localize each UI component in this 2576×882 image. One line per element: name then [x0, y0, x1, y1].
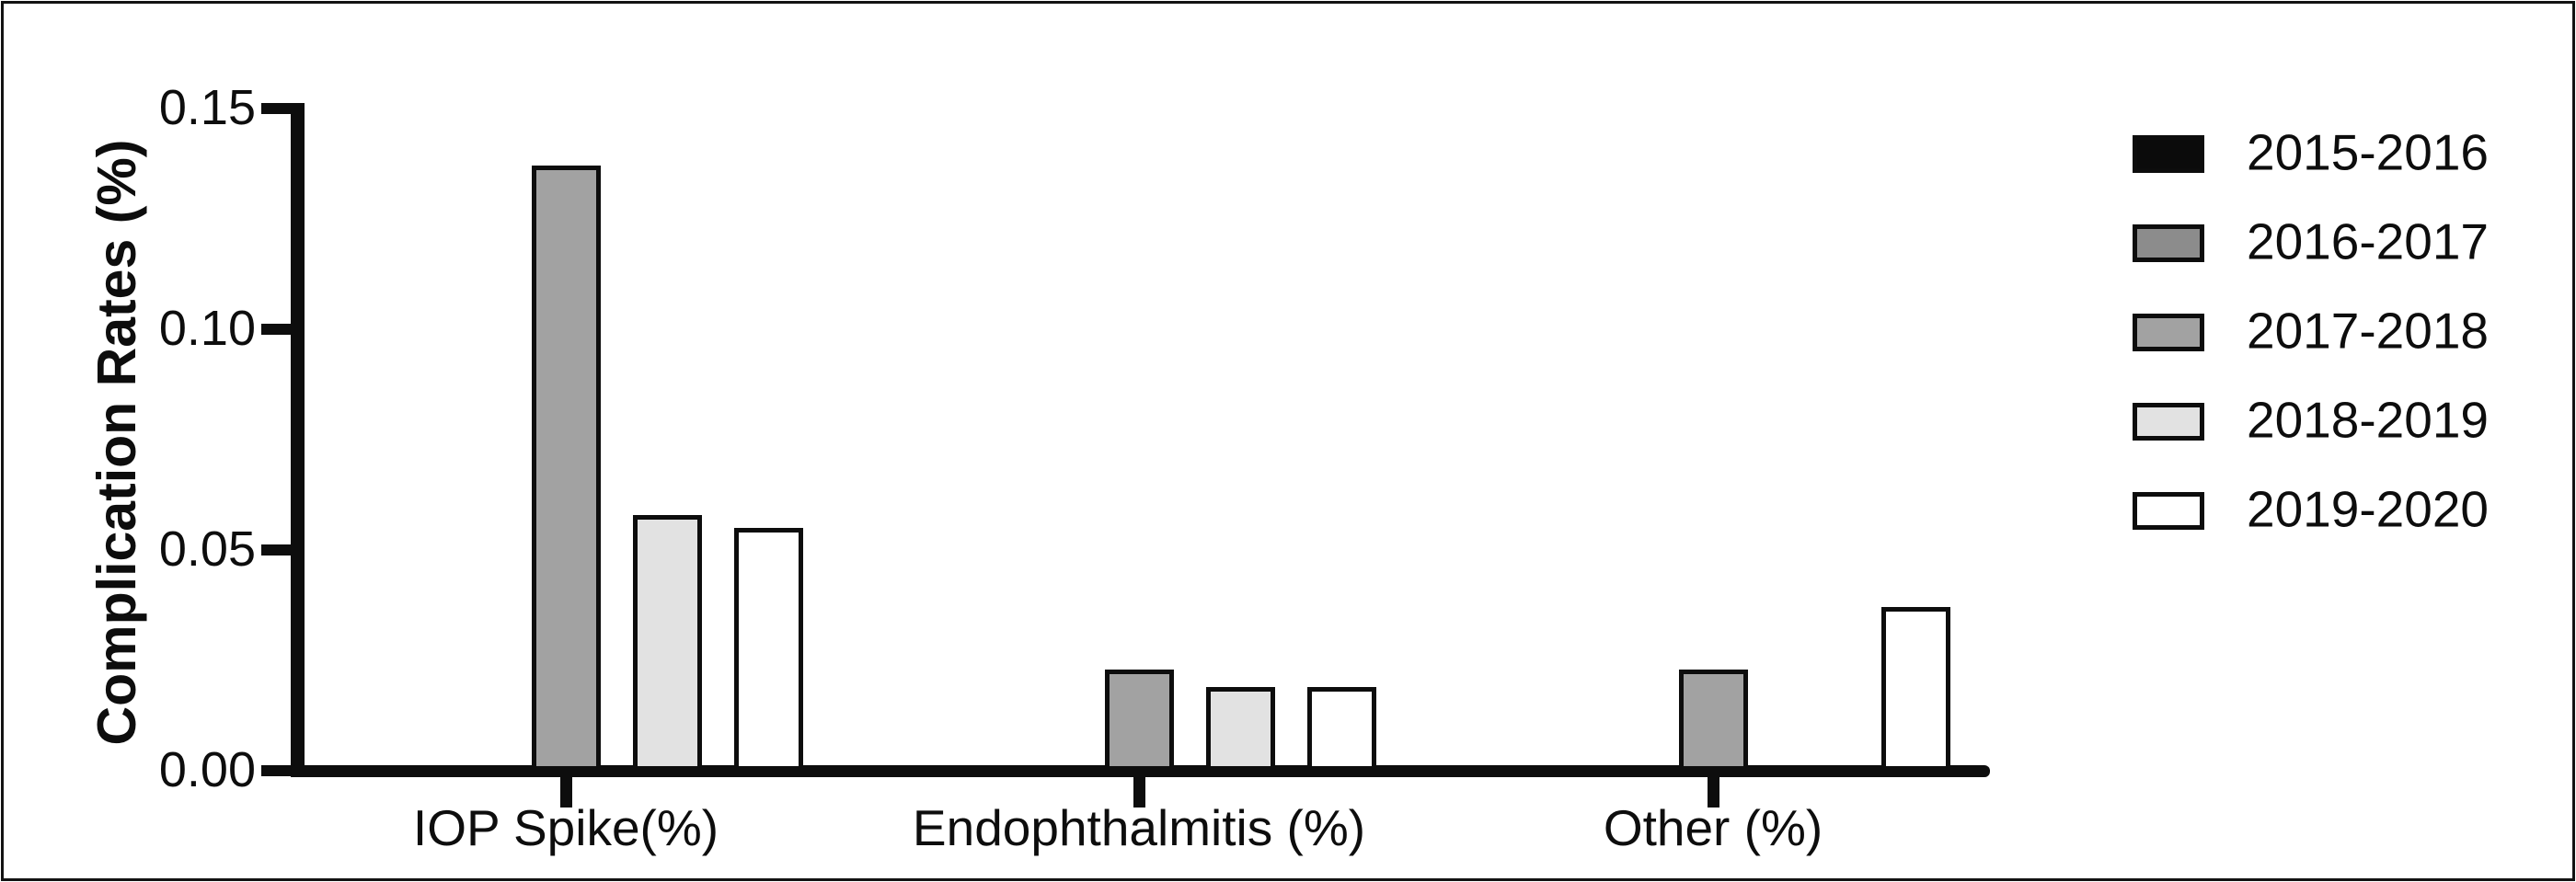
legend-label-2019-2020: 2019-2020 [2247, 480, 2490, 538]
bar-2019-2020 [734, 528, 803, 771]
y-tick-label: 0.00 [158, 741, 256, 797]
legend-label-2016-2017: 2016-2017 [2247, 212, 2490, 270]
y-tick [261, 544, 291, 556]
y-axis-line [291, 103, 305, 777]
y-tick-label: 0.15 [158, 79, 256, 135]
legend-swatch-2015-2016 [2133, 135, 2204, 173]
legend-label-2017-2018: 2017-2018 [2247, 302, 2490, 360]
legend-swatch-2017-2018 [2133, 314, 2204, 351]
y-tick [261, 765, 291, 776]
y-tick [261, 324, 291, 335]
y-tick-label: 0.10 [158, 300, 256, 356]
x-tick [1708, 777, 1719, 808]
bar-2017-2018 [1105, 670, 1174, 771]
bar-2017-2018 [1679, 670, 1748, 771]
y-tick-label: 0.05 [158, 521, 256, 577]
x-category-label: Endophthalmitis (%) [912, 799, 1366, 856]
bar-2019-2020 [1307, 687, 1376, 771]
y-axis-title: Complication Rates (%) [86, 139, 147, 746]
x-tick [560, 777, 572, 808]
bar-2018-2019 [633, 515, 702, 771]
x-category-label: IOP Spike(%) [412, 799, 719, 856]
bar-2019-2020 [1881, 607, 1950, 771]
legend-label-2018-2019: 2018-2019 [2247, 391, 2490, 449]
legend-swatch-2018-2019 [2133, 403, 2204, 441]
y-tick [261, 103, 291, 114]
x-category-label: Other (%) [1603, 799, 1823, 856]
legend-swatch-2016-2017 [2133, 224, 2204, 262]
legend-swatch-2019-2020 [2133, 492, 2204, 530]
x-axis-line [291, 765, 1990, 777]
legend-label-2015-2016: 2015-2016 [2247, 123, 2490, 181]
bar-2018-2019 [1206, 687, 1275, 771]
x-tick [1133, 777, 1145, 808]
bar-2017-2018 [532, 166, 601, 771]
